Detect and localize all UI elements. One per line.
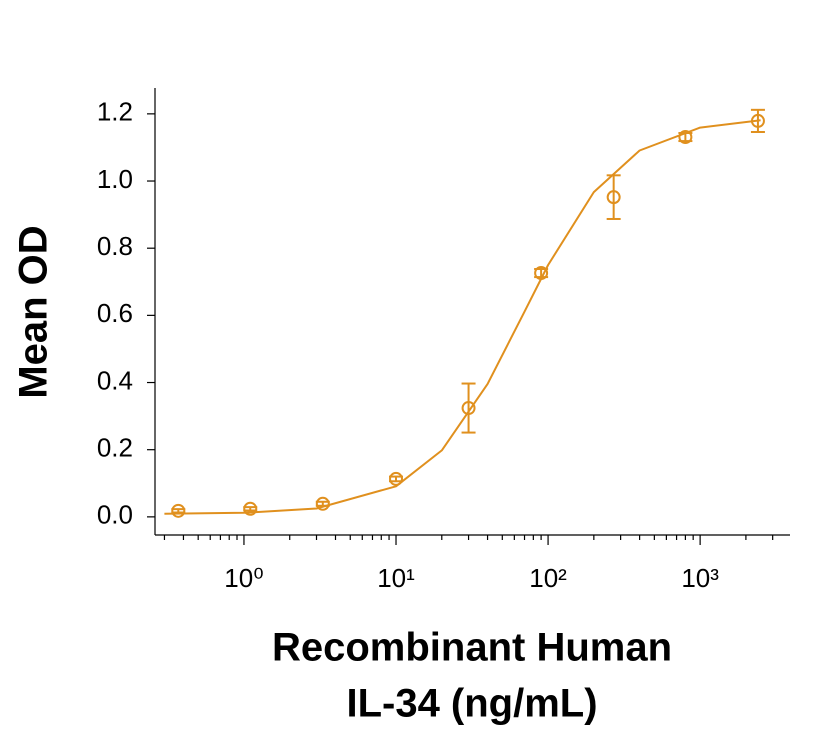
data-point: [750, 113, 765, 128]
data-point: [534, 266, 549, 281]
data-point: [315, 496, 330, 511]
data-point: [243, 501, 258, 516]
y-tick-label: 1.2: [97, 97, 133, 127]
y-tick-label: 0.4: [97, 365, 133, 395]
data-point: [606, 190, 621, 205]
data-point: [678, 130, 693, 145]
y-tick-label: 0.8: [97, 231, 133, 261]
x-tick-label: 10¹: [377, 563, 415, 593]
y-tick-label: 0.0: [97, 500, 133, 530]
y-tick-label: 0.6: [97, 298, 133, 328]
x-tick-label: 10²: [529, 563, 567, 593]
fit-curve: [164, 119, 761, 515]
data-point: [461, 401, 476, 416]
y-axis-title: Mean OD: [12, 225, 56, 398]
x-axis-title: Recombinant Human: [272, 626, 672, 670]
data-point: [171, 503, 186, 518]
x-tick-label: 10³: [681, 563, 719, 593]
y-tick-label: 1.0: [97, 164, 133, 194]
x-axis-title: IL-34 (ng/mL): [346, 682, 597, 726]
x-tick-label: 10⁰: [224, 563, 263, 593]
y-tick-label: 0.2: [97, 433, 133, 463]
data-point: [389, 471, 404, 486]
